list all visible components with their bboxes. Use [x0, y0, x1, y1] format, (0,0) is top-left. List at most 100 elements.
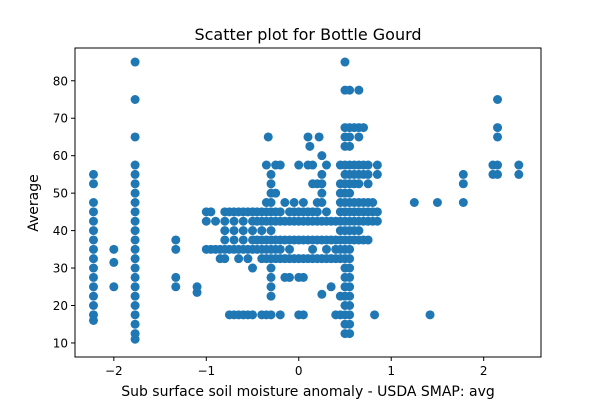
data-point: [130, 301, 140, 310]
data-point: [248, 310, 258, 320]
data-point: [238, 235, 248, 245]
data-point: [229, 226, 239, 236]
data-point: [326, 282, 336, 292]
data-point: [514, 169, 524, 179]
data-point: [130, 226, 140, 236]
data-point: [493, 95, 503, 104]
data-point: [130, 198, 140, 207]
data-point: [345, 188, 355, 198]
data-point: [372, 160, 382, 170]
data-point: [354, 85, 364, 95]
data-point: [321, 207, 331, 217]
data-point: [88, 282, 98, 292]
data-point: [234, 254, 244, 264]
data-point: [363, 169, 373, 179]
data-point: [409, 198, 419, 207]
data-point: [220, 226, 230, 236]
data-point: [372, 216, 382, 226]
data-point: [354, 132, 364, 142]
data-point: [88, 272, 98, 282]
data-point: [88, 263, 98, 273]
data-point: [345, 132, 355, 142]
data-point: [266, 310, 276, 320]
data-point: [321, 244, 331, 254]
data-point: [261, 160, 271, 170]
data-point: [312, 207, 322, 217]
data-point: [458, 179, 468, 189]
data-point: [308, 244, 318, 254]
data-point: [354, 179, 364, 189]
data-point: [130, 95, 140, 104]
data-point: [266, 291, 276, 301]
x-axis-ticks: −2 −1 0 1 2: [105, 357, 488, 378]
y-tick-label: 20: [53, 299, 68, 313]
data-point: [266, 282, 276, 292]
data-point: [345, 85, 355, 95]
data-point: [238, 216, 248, 226]
data-point: [285, 244, 295, 254]
y-axis-label: Average: [26, 174, 42, 232]
data-point: [266, 263, 276, 273]
data-point: [130, 188, 140, 198]
data-point: [220, 254, 230, 264]
data-point: [88, 315, 98, 325]
data-point: [220, 235, 230, 245]
data-point: [171, 282, 181, 292]
data-point: [345, 310, 355, 320]
data-point: [130, 254, 140, 264]
data-point: [243, 254, 253, 264]
data-point: [109, 257, 119, 267]
data-point: [130, 244, 140, 254]
data-point: [88, 291, 98, 301]
data-point: [358, 123, 368, 133]
data-point: [317, 151, 327, 161]
data-point: [493, 132, 503, 142]
data-point: [263, 132, 273, 142]
data-point: [130, 282, 140, 292]
data-point: [171, 244, 181, 254]
data-point: [275, 207, 285, 217]
data-point: [321, 160, 331, 170]
data-point: [354, 226, 364, 236]
data-point: [88, 179, 98, 189]
data-point: [130, 57, 140, 67]
chart-title: Scatter plot for Bottle Gourd: [194, 25, 421, 44]
data-point: [345, 244, 355, 254]
data-point: [130, 235, 140, 245]
y-tick-label: 30: [53, 262, 68, 276]
data-point: [345, 282, 355, 292]
data-point: [317, 198, 327, 207]
data-point: [171, 235, 181, 245]
data-point: [275, 310, 285, 320]
data-point: [345, 329, 355, 339]
x-tick-label: 1: [387, 364, 395, 378]
data-point: [266, 272, 276, 282]
x-tick-label: −2: [105, 364, 123, 378]
data-point: [425, 310, 435, 320]
data-point: [130, 132, 140, 142]
data-point: [130, 169, 140, 179]
data-point: [88, 301, 98, 310]
data-point: [298, 310, 308, 320]
data-point: [493, 160, 503, 170]
data-point: [317, 188, 327, 198]
y-axis-ticks: 10 20 30 40 50 60 70 80: [53, 74, 75, 350]
data-point: [345, 263, 355, 273]
data-point: [238, 226, 248, 236]
data-point: [130, 263, 140, 273]
data-point: [275, 244, 285, 254]
x-tick-label: −1: [197, 364, 215, 378]
data-point: [206, 207, 216, 217]
data-point: [109, 282, 119, 292]
data-point: [130, 334, 140, 344]
data-point: [280, 198, 290, 207]
x-tick-label: 2: [480, 364, 488, 378]
data-point: [298, 198, 308, 207]
data-point: [363, 160, 373, 170]
data-point: [493, 169, 503, 179]
data-point: [345, 319, 355, 329]
data-point: [130, 319, 140, 329]
data-point: [88, 254, 98, 264]
data-point: [372, 207, 382, 217]
